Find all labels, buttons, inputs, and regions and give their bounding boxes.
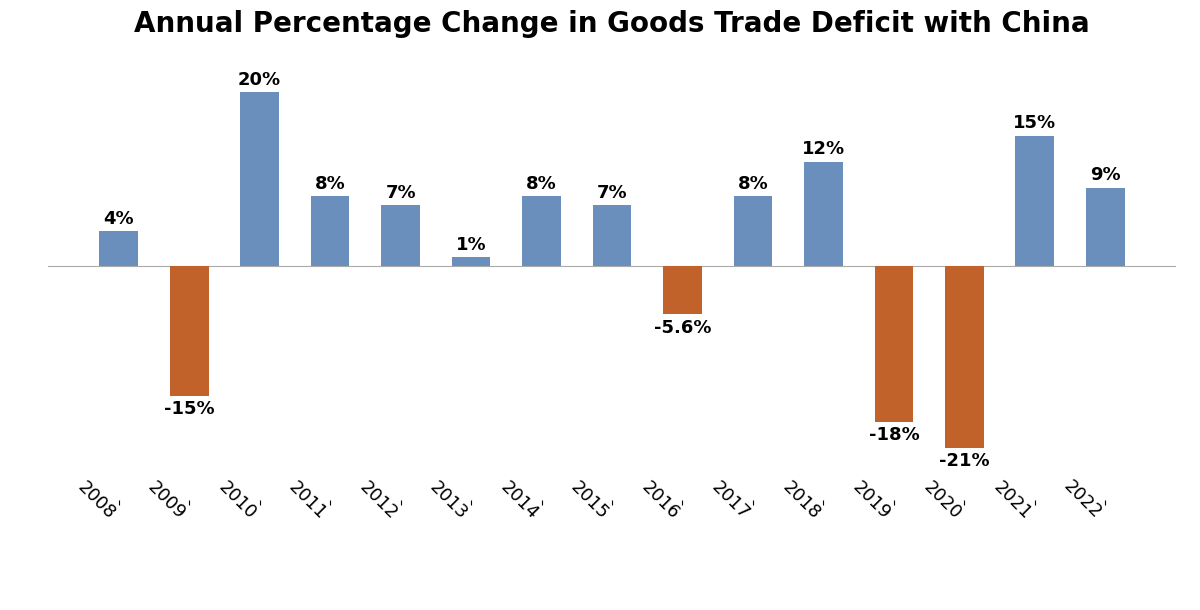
Bar <box>946 266 984 448</box>
Bar <box>804 162 842 266</box>
Bar <box>1086 188 1124 266</box>
Bar <box>875 266 913 422</box>
Bar <box>593 205 631 266</box>
Bar <box>664 266 702 314</box>
Bar <box>733 196 773 266</box>
Text: -21%: -21% <box>940 453 990 470</box>
Bar <box>1015 135 1055 266</box>
Text: 7%: 7% <box>596 184 628 201</box>
Text: 8%: 8% <box>314 175 346 193</box>
Text: 7%: 7% <box>385 184 416 201</box>
Text: -18%: -18% <box>869 426 919 445</box>
Text: 12%: 12% <box>802 140 845 158</box>
Text: -5.6%: -5.6% <box>654 319 712 337</box>
Bar <box>169 266 209 396</box>
Bar <box>100 231 138 266</box>
Text: 8%: 8% <box>738 175 768 193</box>
Bar <box>522 196 560 266</box>
Text: -15%: -15% <box>164 400 215 418</box>
Text: 9%: 9% <box>1090 166 1121 184</box>
Bar <box>382 205 420 266</box>
Text: 20%: 20% <box>238 71 281 88</box>
Bar <box>311 196 349 266</box>
Bar <box>451 257 491 266</box>
Text: 15%: 15% <box>1013 114 1056 132</box>
Title: Annual Percentage Change in Goods Trade Deficit with China: Annual Percentage Change in Goods Trade … <box>134 10 1090 38</box>
Bar <box>240 92 278 266</box>
Text: 1%: 1% <box>456 235 486 254</box>
Text: 4%: 4% <box>103 210 134 228</box>
Text: 8%: 8% <box>526 175 557 193</box>
